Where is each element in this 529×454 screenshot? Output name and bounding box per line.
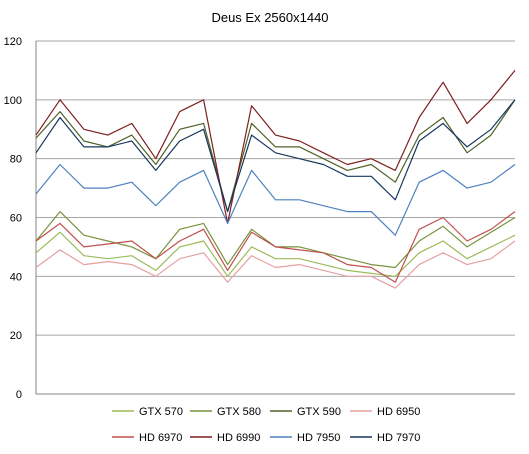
series-line-hd-6970 (35, 211, 516, 283)
legend-label: HD 7970 (377, 432, 420, 444)
legend-label: GTX 590 (297, 406, 341, 418)
y-tick-label: 120 (4, 36, 22, 48)
series-line-hd-7950 (35, 163, 516, 236)
legend-item: GTX 590 (270, 406, 341, 418)
y-axis-ticks: 0 20 40 60 80 100 120 (4, 36, 22, 401)
legend-item: HD 6970 (112, 432, 182, 444)
y-tick-label: 80 (10, 154, 22, 166)
plot-area (35, 70, 516, 289)
series-line-hd-7970 (35, 99, 516, 213)
legend-label: HD 6970 (139, 432, 182, 444)
legend-label: HD 7950 (297, 432, 340, 444)
legend-item: HD 6990 (190, 432, 260, 444)
series-line-hd-6990 (35, 70, 516, 224)
series-line-gtx-590 (35, 99, 516, 213)
chart-title: Deus Ex 2560x1440 (211, 10, 328, 25)
legend-item: HD 7950 (270, 432, 340, 444)
y-tick-label: 20 (10, 330, 22, 342)
y-tick-label: 40 (10, 271, 22, 283)
legend-item: HD 7970 (350, 432, 420, 444)
y-tick-label: 0 (16, 389, 22, 401)
series-line-hd-6950 (35, 240, 516, 289)
legend-item: HD 6950 (350, 406, 420, 418)
legend-item: GTX 570 (112, 406, 183, 418)
series-line-gtx-570 (35, 231, 516, 277)
legend: GTX 570 GTX 580 GTX 590 HD 6950 HD 6970 HD 69… (112, 406, 420, 444)
legend-label: HD 6990 (217, 432, 260, 444)
y-tick-label: 100 (4, 95, 22, 107)
legend-label: GTX 580 (217, 406, 261, 418)
y-tick-label: 60 (10, 213, 22, 225)
legend-label: GTX 570 (139, 406, 183, 418)
legend-label: HD 6950 (377, 406, 420, 418)
grid-lines (35, 40, 515, 395)
legend-item: GTX 580 (190, 406, 261, 418)
